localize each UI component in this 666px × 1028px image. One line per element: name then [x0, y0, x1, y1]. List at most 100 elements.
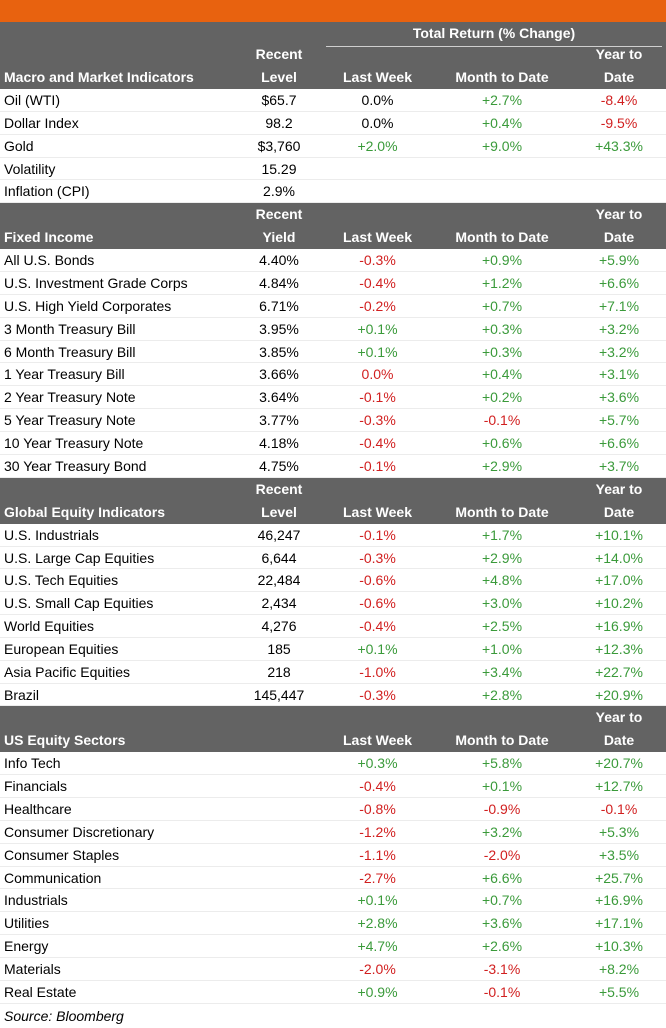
- row-name: Inflation (CPI): [4, 183, 90, 200]
- row-year-to-date: +10.2%: [595, 595, 643, 612]
- row-year-to-date: +43.3%: [595, 137, 643, 154]
- col-ytd-line2: Date: [603, 503, 635, 520]
- row-level: 3.77%: [259, 412, 299, 429]
- col-level-line2: Level: [261, 503, 297, 520]
- row-month-to-date: +2.6%: [481, 938, 523, 955]
- row-month-to-date: +3.2%: [481, 823, 523, 840]
- row-name: Real Estate: [4, 983, 77, 1000]
- table-row: Utilities +2.8% +3.6% +17.1%: [0, 912, 666, 936]
- row-name: All U.S. Bonds: [4, 252, 95, 269]
- table-row: World Equities 4,276 -0.4% +2.5% +16.9%: [0, 615, 666, 638]
- row-last-week: -0.3%: [359, 412, 396, 429]
- row-month-to-date: +0.3%: [481, 320, 523, 337]
- row-month-to-date: +0.7%: [481, 297, 523, 314]
- row-last-week: +0.9%: [357, 983, 398, 1000]
- table-row: 1 Year Treasury Bill 3.66% 0.0% +0.4% +3.1%: [0, 363, 666, 387]
- row-year-to-date: +20.9%: [595, 686, 643, 703]
- row-month-to-date: -0.9%: [483, 801, 521, 818]
- table-row: Consumer Discretionary -1.2% +3.2% +5.3%: [0, 821, 666, 844]
- row-level: 22,484: [257, 572, 301, 589]
- row-name: 1 Year Treasury Bill: [4, 366, 125, 383]
- table-row: Energy +4.7% +2.6% +10.3%: [0, 935, 666, 958]
- row-last-week: +4.7%: [357, 938, 398, 955]
- total-return-underline: [326, 46, 662, 47]
- row-month-to-date: +1.0%: [481, 640, 523, 657]
- row-last-week: +0.1%: [357, 892, 398, 909]
- table-row: Info Tech +0.3% +5.8% +20.7%: [0, 752, 666, 776]
- row-year-to-date: +7.1%: [598, 297, 640, 314]
- col-level-line1: Recent: [255, 206, 303, 223]
- col-last-week: Last Week: [343, 69, 412, 85]
- row-last-week: 0.0%: [361, 114, 394, 131]
- section-header: Total Return (% Change) Macro and Market …: [0, 22, 666, 89]
- row-name: Healthcare: [4, 801, 72, 818]
- row-month-to-date: +2.8%: [481, 686, 523, 703]
- row-level: 46,247: [257, 526, 301, 543]
- row-last-week: -2.0%: [359, 961, 396, 977]
- row-year-to-date: +17.0%: [595, 572, 643, 589]
- section-title: Macro and Market Indicators: [4, 69, 194, 85]
- row-name: U.S. Investment Grade Corps: [4, 275, 188, 292]
- total-return-header: Total Return (% Change): [412, 25, 576, 41]
- row-name: U.S. High Yield Corporates: [4, 297, 172, 314]
- row-month-to-date: +0.9%: [481, 252, 523, 269]
- row-last-week: -1.2%: [359, 823, 396, 840]
- row-level: 4.75%: [259, 457, 299, 474]
- row-month-to-date: +3.4%: [481, 663, 523, 680]
- row-month-to-date: +2.7%: [481, 92, 523, 108]
- row-level: 3.95%: [259, 320, 299, 337]
- row-month-to-date: +5.8%: [481, 755, 523, 772]
- section-header: US Equity Sectors Last Week Month to Date Y…: [0, 706, 666, 753]
- row-last-week: -0.6%: [359, 595, 396, 612]
- row-month-to-date: +6.6%: [481, 869, 523, 886]
- col-ytd-line2: Date: [603, 732, 635, 749]
- row-name: U.S. Large Cap Equities: [4, 549, 155, 566]
- row-level: 6,644: [261, 549, 297, 566]
- col-month-to-date: Month to Date: [455, 503, 549, 520]
- source-note: Source: Bloomberg: [4, 1007, 124, 1024]
- row-year-to-date: +17.1%: [595, 915, 643, 932]
- row-name: Consumer Discretionary: [4, 823, 155, 840]
- row-last-week: +2.0%: [357, 137, 398, 154]
- row-name: World Equities: [4, 618, 95, 635]
- row-level: 6.71%: [259, 297, 299, 314]
- row-year-to-date: +20.7%: [595, 755, 643, 772]
- table-row: 30 Year Treasury Bond 4.75% -0.1% +2.9% +3.7…: [0, 455, 666, 478]
- row-level: 145,447: [253, 686, 305, 703]
- row-level: 185: [267, 640, 291, 657]
- row-level: 4.40%: [259, 252, 299, 269]
- table-row: 10 Year Treasury Note 4.18% -0.4% +0.6% +6.6…: [0, 432, 666, 455]
- table-row: Financials -0.4% +0.1% +12.7%: [0, 775, 666, 799]
- row-year-to-date: +12.7%: [595, 778, 643, 795]
- col-month-to-date: Month to Date: [455, 229, 549, 246]
- row-level: 4,276: [261, 618, 297, 635]
- row-name: Dollar Index: [4, 114, 79, 131]
- row-year-to-date: +16.9%: [595, 892, 643, 909]
- row-last-week: -0.1%: [359, 457, 396, 474]
- section-title: Fixed Income: [4, 229, 94, 246]
- row-last-week: 0.0%: [361, 92, 394, 108]
- table-row: 5 Year Treasury Note 3.77% -0.3% -0.1% +5.7%: [0, 409, 666, 432]
- table-row: U.S. High Yield Corporates 6.71% -0.2% +0.7…: [0, 295, 666, 318]
- row-last-week: -0.3%: [359, 252, 396, 269]
- row-level: 2.9%: [263, 183, 295, 200]
- row-name: Industrials: [4, 892, 68, 909]
- table-row: Gold $3,760 +2.0% +9.0% +43.3%: [0, 135, 666, 158]
- row-last-week: -0.4%: [359, 275, 396, 292]
- row-name: 2 Year Treasury Note: [4, 389, 136, 406]
- col-ytd-line2: Date: [603, 229, 635, 246]
- row-name: Utilities: [4, 915, 50, 932]
- row-year-to-date: +6.6%: [598, 275, 640, 292]
- row-level: 218: [267, 663, 291, 680]
- table-row: Inflation (CPI) 2.9%: [0, 180, 666, 204]
- table-row: Consumer Staples -1.1% -2.0% +3.5%: [0, 844, 666, 867]
- row-month-to-date: +0.2%: [481, 389, 523, 406]
- row-last-week: -2.7%: [359, 869, 396, 886]
- row-last-week: -1.1%: [359, 846, 396, 863]
- col-ytd-line2: Date: [603, 69, 635, 85]
- row-last-week: -0.8%: [359, 801, 396, 818]
- row-last-week: -0.1%: [359, 389, 396, 406]
- row-last-week: -0.3%: [359, 549, 396, 566]
- table-row: 6 Month Treasury Bill 3.85% +0.1% +0.3% +3.2…: [0, 341, 666, 364]
- row-name: U.S. Industrials: [4, 526, 99, 543]
